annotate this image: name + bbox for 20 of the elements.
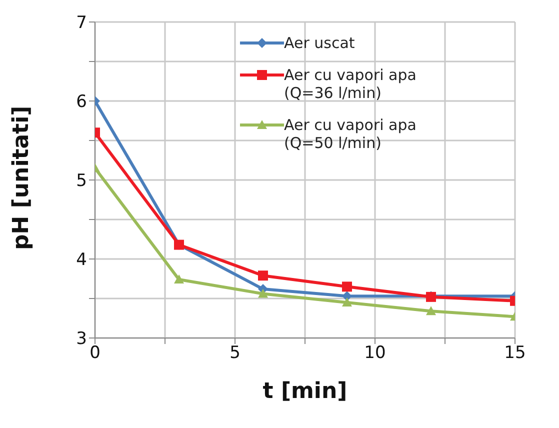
point [342, 297, 352, 306]
y-axis-title: pH [unitati] [8, 106, 34, 250]
x-tick-label: 15 [504, 343, 526, 364]
legend-label: Aer cu vapori apa (Q=36 l/min) [284, 66, 418, 102]
x-tick-label: 10 [364, 343, 386, 364]
y-tick-label: 5 [76, 171, 87, 192]
y-tick-label: 4 [76, 250, 87, 270]
point [258, 270, 268, 281]
x-axis-title: t [min] [262, 379, 348, 404]
point [258, 288, 268, 298]
x-tick-label: 5 [230, 343, 240, 364]
point [174, 274, 184, 284]
x-tick-label: 0 [90, 343, 100, 364]
y-tick-label: 7 [76, 13, 87, 34]
legend-label: Aer cu vapori apa (Q=50 l/min) [284, 116, 418, 152]
y-tick-label: 3 [76, 329, 87, 350]
y-tick-label: 6 [76, 92, 87, 112]
point [426, 306, 436, 316]
legend-label: Aer uscat [284, 34, 356, 52]
point [342, 282, 352, 292]
